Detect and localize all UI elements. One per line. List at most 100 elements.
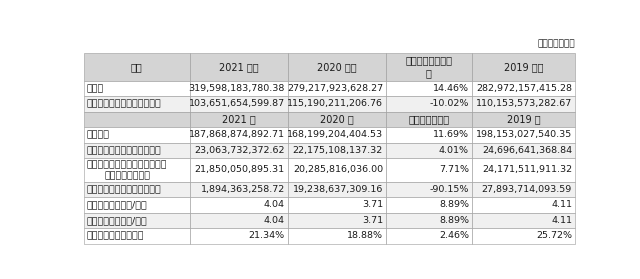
Bar	[189, 228, 288, 244]
Bar	[472, 197, 575, 213]
Text: 基本每股收益（元/股）: 基本每股收益（元/股）	[87, 200, 148, 210]
Bar	[288, 182, 386, 197]
Bar	[386, 143, 472, 158]
Bar	[472, 96, 575, 112]
Text: 4.04: 4.04	[264, 216, 285, 225]
Bar	[472, 182, 575, 197]
Text: 18.88%: 18.88%	[347, 231, 383, 240]
Text: 4.04: 4.04	[264, 200, 285, 210]
Bar	[84, 81, 189, 96]
Bar	[84, 53, 189, 81]
Text: 4.11: 4.11	[551, 216, 572, 225]
Bar	[288, 96, 386, 112]
Bar	[84, 96, 189, 112]
Bar	[288, 112, 386, 127]
Text: 2019 年: 2019 年	[507, 114, 540, 124]
Text: 279,217,923,628.27: 279,217,923,628.27	[287, 84, 383, 93]
Bar	[189, 197, 288, 213]
Text: 单位：人民币元: 单位：人民币元	[538, 39, 575, 48]
Text: 4.11: 4.11	[551, 200, 572, 210]
Bar	[472, 112, 575, 127]
Text: 198,153,027,540.35: 198,153,027,540.35	[476, 130, 572, 140]
Text: 归属于上市公司股东的净资产: 归属于上市公司股东的净资产	[87, 99, 162, 109]
Text: 本年末比上年末增
减: 本年末比上年末增 减	[405, 56, 452, 78]
Text: 项目: 项目	[131, 62, 143, 72]
Text: 2020 年: 2020 年	[320, 114, 354, 124]
Text: 归属于上市公司股东的净利润: 归属于上市公司股东的净利润	[87, 146, 162, 155]
Text: 营业收入: 营业收入	[87, 130, 110, 140]
Text: 2021 年: 2021 年	[222, 114, 255, 124]
Text: 187,868,874,892.71: 187,868,874,892.71	[189, 130, 285, 140]
Bar	[288, 81, 386, 96]
Text: 21,850,050,895.31: 21,850,050,895.31	[195, 165, 285, 174]
Bar	[386, 81, 472, 96]
Bar	[84, 197, 189, 213]
Bar	[386, 158, 472, 182]
Text: 本年比上年增减: 本年比上年增减	[408, 114, 449, 124]
Bar	[189, 143, 288, 158]
Bar	[472, 213, 575, 228]
Text: 8.89%: 8.89%	[439, 216, 469, 225]
Text: 3.71: 3.71	[362, 216, 383, 225]
Text: 19,238,637,309.16: 19,238,637,309.16	[292, 185, 383, 194]
Text: 11.69%: 11.69%	[433, 130, 469, 140]
Bar	[84, 228, 189, 244]
Text: 27,893,714,093.59: 27,893,714,093.59	[482, 185, 572, 194]
Text: 2019 年末: 2019 年末	[504, 62, 543, 72]
Bar	[288, 127, 386, 143]
Text: 282,972,157,415.28: 282,972,157,415.28	[476, 84, 572, 93]
Bar	[189, 158, 288, 182]
Bar	[288, 143, 386, 158]
Text: 21.34%: 21.34%	[249, 231, 285, 240]
Text: 8.89%: 8.89%	[439, 200, 469, 210]
Bar	[189, 127, 288, 143]
Bar	[472, 127, 575, 143]
Text: 经营活动产生的现金流量净额: 经营活动产生的现金流量净额	[87, 185, 162, 194]
Bar	[386, 228, 472, 244]
Text: 115,190,211,206.76: 115,190,211,206.76	[287, 99, 383, 109]
Text: 1,894,363,258.72: 1,894,363,258.72	[200, 185, 285, 194]
Text: 2020 年末: 2020 年末	[317, 62, 356, 72]
Bar	[189, 81, 288, 96]
Bar	[386, 96, 472, 112]
Bar	[288, 213, 386, 228]
Bar	[288, 228, 386, 244]
Bar	[472, 143, 575, 158]
Text: 110,153,573,282.67: 110,153,573,282.67	[476, 99, 572, 109]
Bar	[84, 127, 189, 143]
Text: 24,171,511,911.32: 24,171,511,911.32	[482, 165, 572, 174]
Bar	[84, 158, 189, 182]
Bar	[84, 213, 189, 228]
Bar	[189, 112, 288, 127]
Bar	[189, 182, 288, 197]
Text: 3.71: 3.71	[362, 200, 383, 210]
Text: 加权平均净资产收益率: 加权平均净资产收益率	[87, 231, 145, 240]
Bar	[472, 53, 575, 81]
Bar	[84, 182, 189, 197]
Bar	[386, 112, 472, 127]
Bar	[288, 53, 386, 81]
Bar	[189, 213, 288, 228]
Text: 168,199,204,404.53: 168,199,204,404.53	[287, 130, 383, 140]
Bar	[189, 53, 288, 81]
Text: 归属于上市公司股东的扣除非经
常性损益的净利润: 归属于上市公司股东的扣除非经 常性损益的净利润	[87, 160, 168, 180]
Text: 103,651,654,599.87: 103,651,654,599.87	[189, 99, 285, 109]
Bar	[386, 53, 472, 81]
Text: 25.72%: 25.72%	[536, 231, 572, 240]
Bar	[472, 81, 575, 96]
Text: -10.02%: -10.02%	[429, 99, 469, 109]
Text: 总资产: 总资产	[87, 84, 104, 93]
Bar	[288, 158, 386, 182]
Text: 23,063,732,372.62: 23,063,732,372.62	[195, 146, 285, 155]
Text: 7.71%: 7.71%	[439, 165, 469, 174]
Bar	[84, 143, 189, 158]
Text: 2021 年末: 2021 年末	[219, 62, 259, 72]
Bar	[472, 228, 575, 244]
Text: 20,285,816,036.00: 20,285,816,036.00	[293, 165, 383, 174]
Bar	[386, 197, 472, 213]
Text: 24,696,641,368.84: 24,696,641,368.84	[482, 146, 572, 155]
Text: 22,175,108,137.32: 22,175,108,137.32	[292, 146, 383, 155]
Text: 14.46%: 14.46%	[433, 84, 469, 93]
Bar	[189, 96, 288, 112]
Text: 稀释每股收益（元/股）: 稀释每股收益（元/股）	[87, 216, 148, 225]
